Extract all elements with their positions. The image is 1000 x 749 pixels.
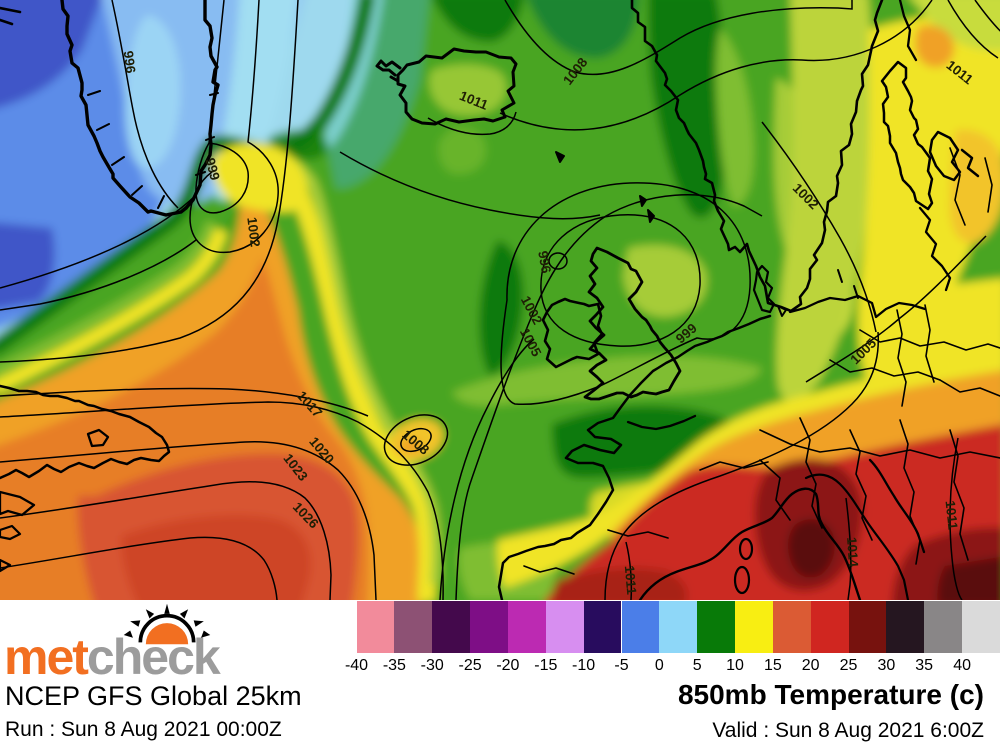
svg-text:1014: 1014 (844, 537, 861, 568)
svg-text:1002: 1002 (244, 216, 263, 248)
svg-text:996: 996 (535, 250, 554, 275)
svg-text:1011: 1011 (622, 565, 640, 596)
svg-text:996: 996 (121, 50, 139, 75)
svg-text:1011: 1011 (943, 500, 961, 531)
svg-text:999: 999 (202, 156, 222, 182)
